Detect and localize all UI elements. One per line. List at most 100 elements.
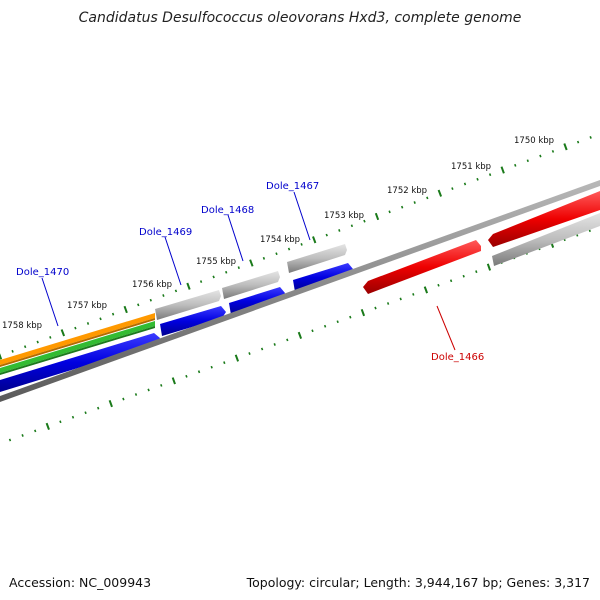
- minor-tick: [462, 274, 465, 278]
- tick-label: 1758 kbp: [2, 321, 42, 331]
- genome-backbone: [0, 180, 600, 402]
- tick-label: 1753 kbp: [324, 211, 364, 221]
- tick-label: 1752 kbp: [387, 186, 427, 196]
- minor-tick: [273, 343, 276, 346]
- green-track: [0, 321, 155, 373]
- leader-line-dole-1468: [227, 214, 244, 262]
- leader-line-dole-1470: [41, 277, 59, 327]
- gene-label-dole-1470[interactable]: Dole_1470: [16, 267, 69, 278]
- reverse-gene-track: [492, 213, 600, 266]
- tick-label: 1757 kbp: [67, 301, 107, 311]
- grey-gene-segment: [287, 244, 347, 273]
- leader-line-dole-1467: [293, 191, 311, 241]
- minor-tick: [588, 229, 591, 233]
- minor-tick: [399, 297, 402, 301]
- minor-tick: [323, 324, 327, 328]
- minor-tick: [84, 411, 87, 415]
- cds-arrow-dole-1466[interactable]: [363, 240, 481, 294]
- minor-tick: [160, 383, 163, 387]
- minor-tick: [350, 224, 354, 228]
- cds-arrow-dole-1468[interactable]: [229, 287, 285, 315]
- minor-tick: [437, 283, 440, 287]
- minor-tick: [149, 298, 152, 302]
- cds-arrow-dole-1470[interactable]: [0, 333, 160, 392]
- minor-tick: [147, 388, 150, 392]
- outer-tick-ring: [0, 136, 592, 360]
- map-title: Candidatus Desulfococcus oleovorans Hxd3…: [78, 10, 522, 26]
- tick-label: 1750 kbp: [514, 136, 554, 146]
- minor-tick: [21, 434, 24, 437]
- minor-tick: [286, 338, 289, 342]
- gene-label-dole-1468[interactable]: Dole_1468: [201, 205, 254, 216]
- grey-gene-segment: [492, 213, 600, 266]
- minor-tick: [388, 210, 391, 214]
- minor-tick: [551, 149, 555, 153]
- minor-tick: [134, 393, 138, 396]
- major-tick: [249, 259, 254, 267]
- orange-track-edge: [0, 318, 155, 367]
- major-tick: [374, 212, 380, 221]
- gene-label-dole-1467[interactable]: Dole_1467: [266, 181, 319, 192]
- minor-tick: [262, 256, 266, 260]
- forward-gene-track: [155, 244, 347, 320]
- gene-label-dole-1469[interactable]: Dole_1469: [139, 227, 192, 238]
- major-tick: [234, 354, 240, 362]
- minor-tick: [539, 154, 542, 158]
- minor-tick: [275, 252, 278, 256]
- minor-tick: [514, 163, 517, 167]
- minor-tick: [311, 329, 314, 333]
- minor-tick: [223, 361, 226, 365]
- gene-label-dole-1466[interactable]: Dole_1466: [431, 352, 484, 363]
- gene-labels: Dole_1470 Dole_1469 Dole_1468 Dole_1467 …: [16, 181, 484, 363]
- minor-tick: [8, 438, 12, 442]
- minor-tick: [49, 336, 52, 339]
- minor-tick: [86, 322, 90, 325]
- minor-tick: [325, 233, 328, 237]
- minor-tick: [426, 196, 429, 200]
- cds-arrow-dole-1467[interactable]: [293, 263, 353, 292]
- tick-label: 1755 kbp: [196, 257, 236, 267]
- tick-label: 1756 kbp: [132, 280, 172, 290]
- minor-tick: [71, 415, 75, 419]
- major-tick: [186, 282, 191, 290]
- forward-cds-track: [0, 263, 353, 392]
- genome-summary-text: Topology: circular; Length: 3,944,167 bp…: [246, 575, 590, 590]
- minor-tick: [185, 374, 188, 378]
- accession-text: Accession: NC_009943: [9, 575, 152, 590]
- minor-tick: [287, 247, 291, 251]
- minor-tick: [174, 289, 178, 293]
- minor-tick: [349, 315, 352, 319]
- cds-arrow-reverse-right[interactable]: [488, 191, 600, 247]
- minor-tick: [59, 420, 62, 424]
- major-tick: [123, 305, 128, 314]
- minor-tick: [111, 312, 115, 316]
- major-tick: [60, 329, 66, 337]
- minor-tick: [526, 159, 529, 163]
- minor-tick: [475, 270, 478, 274]
- minor-tick: [338, 229, 341, 232]
- major-tick: [500, 166, 505, 174]
- minor-tick: [412, 293, 415, 296]
- major-tick: [437, 189, 443, 197]
- minor-tick: [11, 349, 14, 353]
- minor-tick: [97, 406, 100, 410]
- tick-label: 1754 kbp: [260, 235, 300, 245]
- major-tick: [45, 422, 50, 430]
- major-tick: [0, 353, 3, 360]
- minor-tick: [488, 173, 492, 177]
- minor-tick: [413, 201, 416, 204]
- minor-tick: [99, 317, 102, 321]
- minor-tick: [237, 266, 240, 270]
- minor-tick: [589, 136, 592, 139]
- minor-tick: [212, 275, 215, 279]
- minor-tick: [137, 303, 140, 307]
- minor-tick: [451, 187, 454, 190]
- grey-gene-segment: [155, 290, 221, 320]
- minor-tick: [210, 365, 213, 369]
- minor-tick: [463, 182, 467, 186]
- minor-tick: [162, 294, 165, 297]
- cds-arrow-dole-1469[interactable]: [160, 306, 226, 336]
- minor-tick: [122, 397, 125, 401]
- major-tick: [360, 308, 366, 317]
